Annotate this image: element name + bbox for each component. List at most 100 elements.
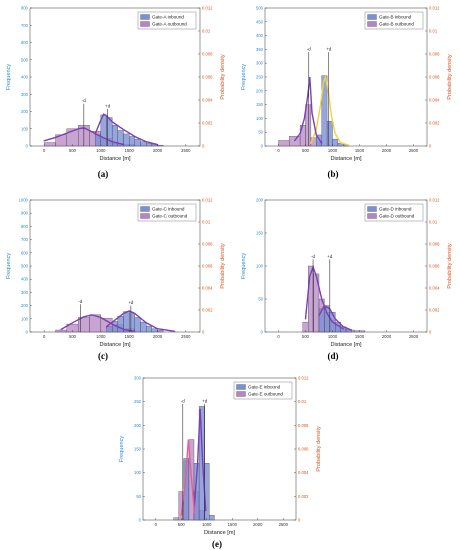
x-tick-label: 2500 [181,148,191,153]
legend-entry: Gate-C outbound [152,214,188,219]
y-tick-label: 600 [21,250,29,255]
y-tick-label: 500 [21,264,29,269]
y2-axis-title: Probability density [447,243,453,289]
y-tick-label: 150 [256,231,264,236]
x-tick-label: 500 [178,522,186,527]
y-tick-label: 0 [26,144,29,149]
legend-swatch [367,213,377,219]
y-tick-label: 100 [256,116,264,121]
y-tick-label: 50 [136,494,141,499]
x-axis-title: Distance [m] [99,342,131,348]
x-axis-title: Distance [m] [330,156,362,162]
y-tick-label: 100 [134,470,142,475]
legend: Gate-A inbound Gate-A outbound [137,11,197,30]
y2-tick-label: 0.008 [429,242,440,247]
y2-tick-label: 0.006 [202,264,213,269]
fit-curve-2 [60,314,136,332]
x-tick-label: 2000 [382,334,392,339]
y-tick-label: 400 [256,33,264,38]
y2-tick-label: 0.008 [298,423,309,428]
y2-tick-label: 0.008 [429,52,440,57]
histogram-bar-inbound [145,143,153,147]
histogram-bar-inbound [151,328,158,333]
legend-box [137,203,197,222]
legend-swatch [367,14,377,20]
plot-area [264,7,428,147]
y2-axis-title: Probability density [220,54,226,100]
y2-tick-label: 0 [202,330,205,335]
y-tick-label: 700 [21,23,29,28]
y-tick-label: 800 [21,6,29,11]
y2-tick-label: 0.01 [429,29,438,34]
histogram-bar-inbound [157,144,164,147]
legend-box [364,11,424,30]
legend: Gate-D inbound Gate-D outbound [364,203,424,222]
panel-label: (e) [212,539,222,549]
y-tick-label: 50 [258,297,263,302]
legend-swatch [367,206,377,212]
legend-swatch [367,21,377,27]
y-axis-title: Frequency [6,64,12,91]
chart-panel-2: -d +d 0 50 100 150 200 250 300 350 400 450 500 0 0.002… [241,6,453,180]
y2-tick-label: 0.01 [429,220,438,225]
histogram-bar-outbound [278,140,290,147]
legend-entry: Gate-B outbound [379,22,414,27]
histogram-bar-outbound [43,142,56,147]
x-tick-label: 500 [302,148,310,153]
histogram-bar-inbound [318,308,325,333]
y-tick-label: 0 [261,330,264,335]
histogram-bar-inbound [332,138,339,147]
y-tick-label: 0 [139,518,142,523]
fit-curve-1 [193,408,207,512]
fit-curve-1 [105,310,176,332]
fit-curve-2 [180,439,196,516]
legend-entry: Gate-D outbound [379,214,415,219]
y-tick-label: 300 [21,92,29,97]
y-tick-label: 0 [261,144,264,149]
x-tick-label: 1000 [96,148,106,153]
y-tick-label: 0 [26,330,29,335]
legend-box [233,381,293,400]
y2-tick-label: 0.002 [202,308,213,313]
plot-area [264,199,428,333]
x-tick-label: 2500 [409,334,419,339]
distance-marker-label: -d [311,254,315,259]
y-tick-label: 300 [21,290,29,295]
y2-tick-label: 0 [202,144,205,149]
x-tick-label: 2000 [153,148,163,153]
histogram-bar-inbound [140,141,147,147]
y-tick-label: 1000 [19,198,29,203]
x-tick-label: 1000 [96,334,106,339]
legend: Gate-C inbound Gate-C outbound [137,203,197,222]
x-tick-label: 500 [302,334,310,339]
y2-tick-label: 0.002 [429,121,440,126]
y2-tick-label: 0.004 [202,286,213,291]
legend-entry: Gate-E outbound [248,392,283,397]
y2-axis-title: Probability density [220,243,226,289]
histogram-bar-outbound [173,517,179,521]
y-tick-label: 350 [256,47,264,52]
x-tick-label: 2500 [409,148,419,153]
legend-entry: Gate-A inbound [152,15,184,20]
x-axis-title: Distance [m] [99,156,131,162]
y2-tick-label: 0.01 [202,29,211,34]
x-tick-label: 0 [43,334,46,339]
legend: Gate-B inbound Gate-B outbound [364,11,424,30]
y-tick-label: 300 [256,61,264,66]
y-tick-label: 200 [21,303,29,308]
y-axis-title: Frequency [119,436,125,463]
chart-panel-5: -d +d 0 50 100 150 200 250 300 0 0.002 0.004 0.006 0.… [119,376,322,550]
distance-marker-label: -d [82,98,86,103]
legend-entry: Gate-D inbound [379,207,412,212]
y-tick-label: 400 [21,277,29,282]
y2-tick-label: 0.012 [429,6,440,11]
y2-tick-label: 0.01 [298,399,307,404]
histogram-bar-inbound [106,326,113,333]
x-tick-label: 1500 [125,334,135,339]
y-tick-label: 250 [134,399,142,404]
histogram-bar-inbound [145,325,153,333]
y-tick-label: 900 [21,211,29,216]
y-tick-label: 200 [134,423,142,428]
y2-tick-label: 0.012 [429,198,440,203]
